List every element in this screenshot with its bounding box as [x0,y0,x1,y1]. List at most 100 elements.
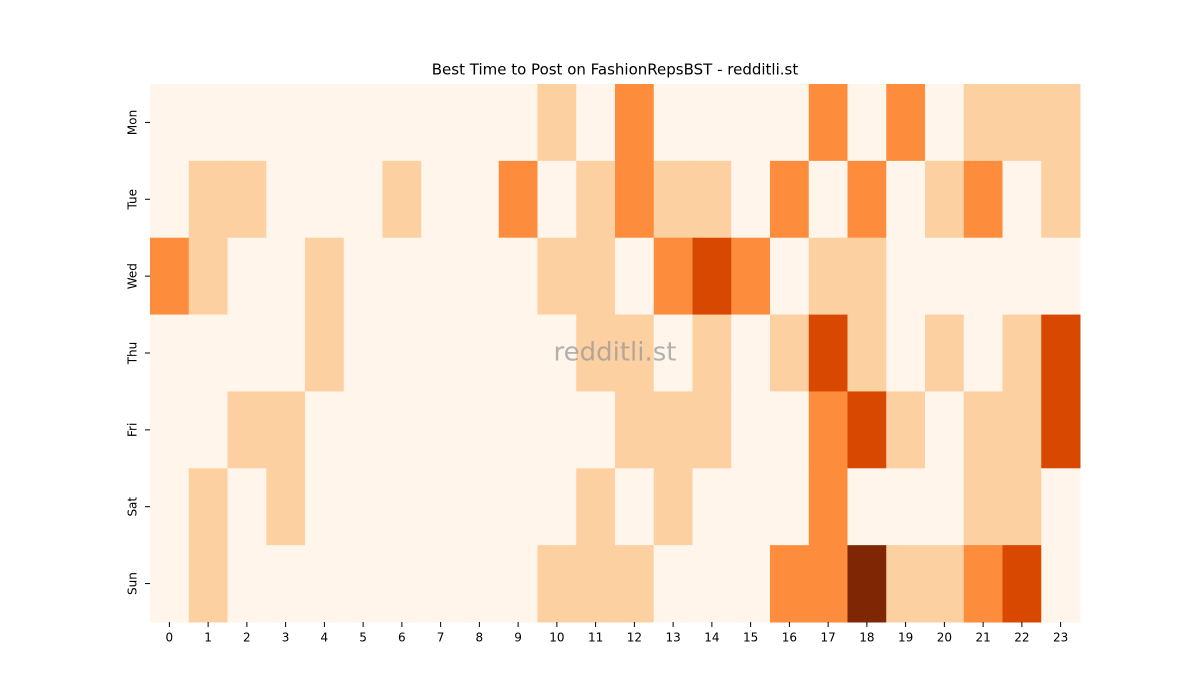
x-tick-label: 17 [820,631,835,645]
heat-cell [421,391,461,469]
heat-cell [847,545,887,623]
heat-cell [382,314,422,392]
heat-cell [266,237,306,316]
heat-cell [537,391,577,469]
x-tick-label: 12 [627,631,642,645]
heat-cell [382,237,422,316]
heat-cell [1041,545,1081,623]
heat-cell [305,391,345,469]
heat-cell [653,391,693,469]
heat-cell [421,314,461,392]
heat-cell [847,391,887,469]
heat-cell [227,237,267,316]
heat-cell [305,545,345,623]
heat-cell [653,84,693,162]
y-tick-label: Mon [126,110,140,135]
heat-cell [266,468,306,546]
heat-cell [537,237,577,316]
heat-cell [731,84,771,162]
x-tick-label: 1 [204,631,212,645]
heat-cell [692,160,732,239]
heat-cell [1002,314,1042,392]
heat-cell [343,237,383,316]
x-tick-label: 9 [514,631,522,645]
heat-cell [847,84,887,162]
heat-cell [731,545,771,623]
x-tick-label: 7 [437,631,445,645]
heat-cell [266,160,306,239]
chart-title: Best Time to Post on FashionRepsBST - re… [432,61,799,79]
heat-cell [305,237,345,316]
heat-cell [1041,237,1081,316]
heat-cell [770,391,810,469]
heat-cell [963,314,1003,392]
heat-cell [808,237,848,316]
x-tick-label: 14 [704,631,719,645]
heat-cell [770,314,810,392]
heat-cell [770,160,810,239]
heat-cell [1002,391,1042,469]
heat-cell [692,237,732,316]
heat-cell [537,314,577,392]
x-tick-label: 0 [166,631,174,645]
heat-cell [808,314,848,392]
heat-cell [1041,314,1081,392]
heat-cell [653,314,693,392]
heat-cell [615,391,655,469]
heat-cell [692,545,732,623]
heat-cell [537,545,577,623]
x-tick-label: 5 [359,631,367,645]
heat-cell [188,468,228,546]
heat-cell [150,468,190,546]
x-tick-label: 20 [937,631,952,645]
heat-cell [731,391,771,469]
heat-cell [886,84,926,162]
heat-cell [266,391,306,469]
heat-cell [925,314,965,392]
heat-cell [770,237,810,316]
heat-cell [963,391,1003,469]
heat-cell [963,237,1003,316]
heat-cell [886,160,926,239]
x-tick-label: 10 [549,631,564,645]
heat-cell [460,468,500,546]
heat-cell [498,160,538,239]
heat-cell [653,468,693,546]
heat-cell [227,314,267,392]
heat-cell [188,160,228,239]
heat-cell [1041,468,1081,546]
x-tick-label: 2 [243,631,251,645]
heat-cell [925,468,965,546]
heat-cell [847,314,887,392]
y-tick-label: Fri [126,423,140,437]
heat-cell [886,468,926,546]
heat-cell [731,468,771,546]
heat-cell [808,391,848,469]
heat-cell [615,468,655,546]
heat-cell [343,314,383,392]
heat-cell [460,391,500,469]
heat-cell [731,314,771,392]
heat-cell [731,237,771,316]
heat-cell [421,468,461,546]
y-tick-label: Thu [126,342,140,366]
heat-cell [615,160,655,239]
heat-cell [421,237,461,316]
heat-cell [692,391,732,469]
heat-cell [576,468,616,546]
heat-cell [770,468,810,546]
x-tick-label: 15 [743,631,758,645]
heat-cell [421,545,461,623]
x-tick-label: 19 [898,631,913,645]
heat-cell [1002,237,1042,316]
heat-cell [1002,545,1042,623]
heat-cell [343,160,383,239]
heat-cell [847,237,887,316]
heat-cell [808,160,848,239]
heat-cell [150,314,190,392]
heat-cell [188,391,228,469]
y-tick-label: Tue [126,189,140,211]
heat-cell [343,545,383,623]
heat-cell [1002,468,1042,546]
